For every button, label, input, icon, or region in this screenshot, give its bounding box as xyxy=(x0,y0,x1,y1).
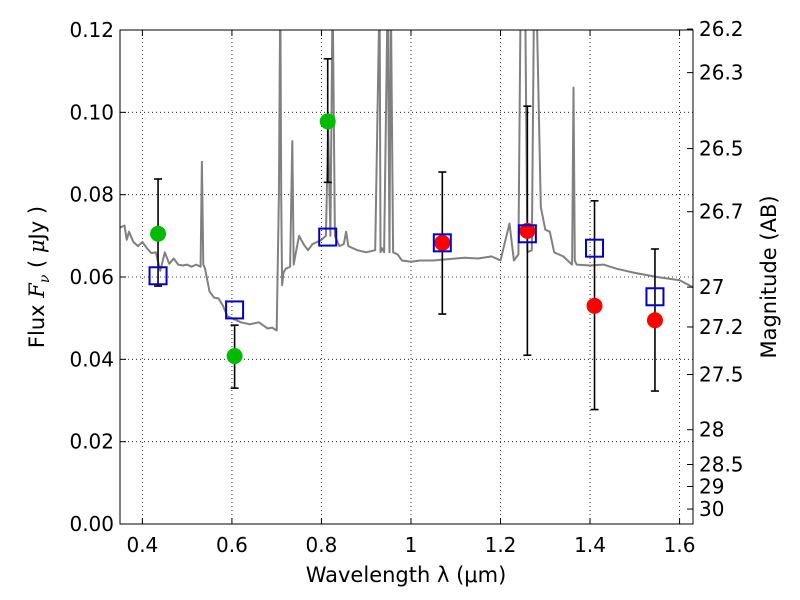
y2-axis-label: Magnitude (AB) xyxy=(757,195,781,358)
mag-tick-label: 30 xyxy=(699,497,724,521)
ticks: 0.4 0.6 0.8 1 1.2 1.4 1.6 0.00 0.02 0.04 0.06 0.08 0… xyxy=(69,17,743,557)
x-tick-label: 0.4 xyxy=(126,533,158,557)
x-tick-label: 1.2 xyxy=(485,533,517,557)
x-tick-label: 1.4 xyxy=(574,533,606,557)
mag-tick-label: 27.5 xyxy=(699,363,744,387)
y-tick-label: 0.06 xyxy=(69,265,114,289)
marker-layer xyxy=(148,113,665,365)
x-axis-label: Wavelength λ (μm) xyxy=(306,563,507,587)
data-point xyxy=(586,297,603,314)
data-point xyxy=(646,312,663,329)
plot-area xyxy=(120,30,693,411)
y-tick-label: 0.12 xyxy=(69,18,114,42)
mag-tick-label: 26.7 xyxy=(699,200,744,224)
model-square-point xyxy=(645,287,665,307)
mag-tick-label: 27 xyxy=(699,275,724,299)
mag-tick-label: 26.3 xyxy=(699,61,744,85)
sed-model-line xyxy=(120,30,693,332)
model-square-point xyxy=(432,233,452,253)
y-tick-label: 0.04 xyxy=(69,347,114,371)
mag-tick-label: 29 xyxy=(699,474,724,498)
sed-layer xyxy=(120,30,693,332)
model-square-point xyxy=(585,238,605,258)
mag-tick-label: 28 xyxy=(699,418,724,442)
y-tick-label: 0.10 xyxy=(69,100,114,124)
x-tick-label: 1.6 xyxy=(664,533,696,557)
model-square-point xyxy=(225,300,245,320)
model-square-point xyxy=(148,266,168,286)
x-tick-label: 0.8 xyxy=(306,533,338,557)
y-axis-label: Flux Fν ( μJy ) xyxy=(25,206,53,348)
y-tick-label: 0.02 xyxy=(69,430,114,454)
y-tick-label: 0.08 xyxy=(69,183,114,207)
model-square-point xyxy=(517,224,537,244)
y-tick-label: 0.00 xyxy=(69,512,114,536)
data-point xyxy=(226,348,243,365)
mag-tick-label: 27.2 xyxy=(699,315,744,339)
model-square-point xyxy=(318,227,338,247)
mag-tick-label: 28.5 xyxy=(699,452,744,476)
data-point xyxy=(319,113,336,130)
mag-tick-label: 26.5 xyxy=(699,137,744,161)
x-tick-label: 0.6 xyxy=(216,533,248,557)
x-tick-label: 1 xyxy=(405,533,418,557)
data-point xyxy=(434,234,451,251)
mag-tick-label: 26.2 xyxy=(699,17,744,41)
data-point xyxy=(150,225,167,242)
